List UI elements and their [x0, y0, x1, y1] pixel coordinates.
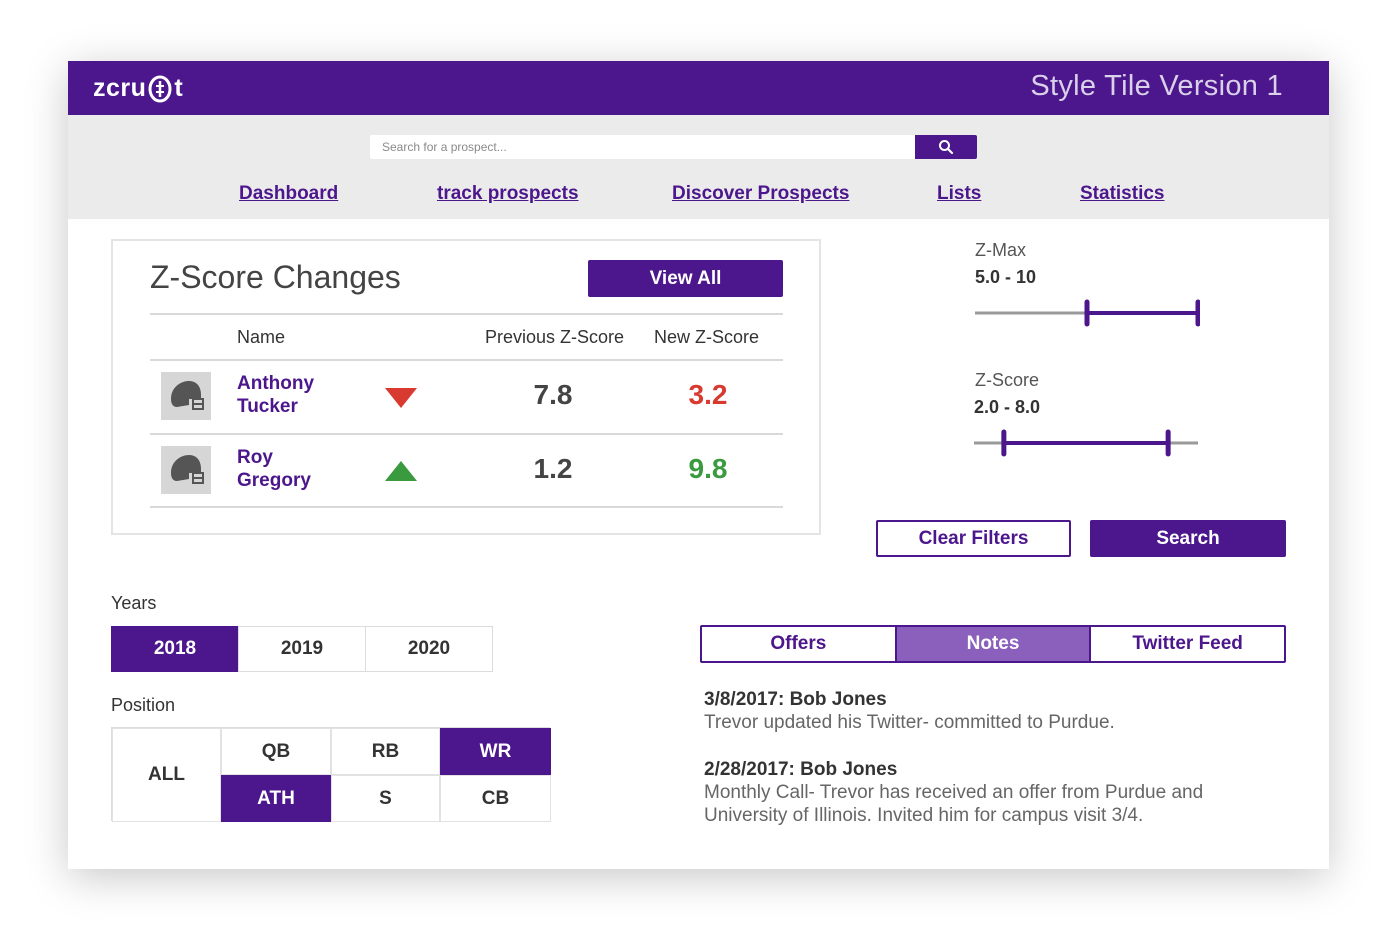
position-ath-button[interactable]: ATH	[221, 775, 331, 822]
note-item: 3/8/2017: Bob Jones Trevor updated his T…	[704, 688, 1264, 734]
trend-down-icon	[385, 388, 417, 408]
position-wr-button[interactable]: WR	[440, 728, 551, 775]
logo-text-start: zcru	[93, 74, 147, 102]
avatar	[161, 446, 211, 494]
app-window: zcru t Style Tile Version 1 Dashboard tr…	[68, 61, 1329, 869]
nav-track-prospects[interactable]: track prospects	[437, 183, 579, 204]
note-heading: 2/28/2017: Bob Jones	[704, 759, 898, 780]
nav-statistics[interactable]: Statistics	[1080, 183, 1165, 204]
position-all-button[interactable]: ALL	[112, 728, 221, 822]
previous-zscore: 1.2	[533, 453, 573, 484]
zmax-range: 5.0 - 10	[975, 267, 1037, 287]
zmax-label: Z-Max	[975, 240, 1026, 260]
position-rb-button[interactable]: RB	[331, 728, 440, 775]
position-selector: ALL QB RB WR ATH S CB	[111, 727, 551, 822]
first-name: Roy	[237, 447, 273, 468]
nav-discover-prospects[interactable]: Discover Prospects	[672, 183, 850, 204]
prospect-name-link[interactable]: Anthony Tucker	[237, 372, 357, 418]
note-heading: 3/8/2017: Bob Jones	[704, 689, 887, 710]
year-2018-button[interactable]: 2018	[111, 626, 239, 672]
avatar	[161, 372, 211, 420]
football-icon	[148, 75, 172, 102]
page-title: Style Tile Version 1	[1030, 70, 1283, 102]
column-header-name: Name	[237, 327, 286, 347]
position-s-button[interactable]: S	[331, 775, 440, 822]
search-input[interactable]	[370, 135, 915, 159]
tab-twitter-feed[interactable]: Twitter Feed	[1091, 627, 1285, 661]
nav-dashboard[interactable]: Dashboard	[239, 183, 339, 204]
divider	[150, 433, 783, 435]
nav-band: Dashboard track prospects Discover Prosp…	[68, 115, 1329, 219]
zmax-slider[interactable]	[974, 299, 1200, 327]
prospect-name-link[interactable]: Roy Gregory	[237, 446, 357, 492]
tab-notes[interactable]: Notes	[896, 627, 1092, 661]
search-icon	[939, 140, 954, 155]
card-title: Z-Score Changes	[150, 259, 401, 295]
logo[interactable]: zcru t	[93, 74, 183, 103]
search-button[interactable]	[915, 135, 977, 159]
year-2020-button[interactable]: 2020	[365, 626, 493, 672]
note-body: Trevor updated his Twitter- committed to…	[704, 712, 1115, 733]
tab-offers[interactable]: Offers	[702, 627, 897, 661]
divider	[150, 506, 783, 508]
view-all-button[interactable]: View All	[588, 260, 783, 297]
column-header-previous: Previous Z-Score	[485, 327, 625, 347]
zscore-changes-card: Z-Score Changes View All Name Previous Z…	[111, 239, 821, 535]
years-selector: 2018 2019 2020	[111, 626, 493, 672]
last-name: Tucker	[237, 396, 298, 417]
logo-text-end: t	[174, 74, 184, 102]
notes-tabs: Offers Notes Twitter Feed	[700, 625, 1286, 663]
divider	[150, 313, 783, 315]
zscore-range: 2.0 - 8.0	[974, 397, 1041, 417]
position-qb-button[interactable]: QB	[221, 728, 331, 775]
first-name: Anthony	[237, 373, 315, 394]
years-label: Years	[111, 593, 157, 613]
zscore-label: Z-Score	[975, 370, 1040, 390]
new-zscore: 3.2	[688, 379, 728, 410]
last-name: Gregory	[237, 470, 311, 491]
football-helmet-icon	[171, 455, 204, 484]
note-body-line-2: University of Illinois. Invited him for …	[704, 805, 1144, 826]
football-helmet-icon	[171, 381, 204, 410]
column-header-new: New Z-Score	[654, 327, 760, 347]
note-body-line-1: Monthly Call- Trevor has received an off…	[704, 782, 1204, 803]
position-cb-button[interactable]: CB	[440, 775, 551, 822]
divider	[150, 359, 783, 361]
note-item: 2/28/2017: Bob Jones Monthly Call- Trevo…	[704, 758, 1264, 827]
zscore-slider[interactable]	[973, 429, 1199, 457]
search-filters-button[interactable]: Search	[1090, 520, 1286, 557]
nav-lists[interactable]: Lists	[937, 183, 982, 204]
top-bar: zcru t Style Tile Version 1	[68, 61, 1329, 115]
previous-zscore: 7.8	[533, 379, 573, 410]
clear-filters-button[interactable]: Clear Filters	[876, 520, 1071, 557]
position-label: Position	[111, 695, 176, 715]
year-2019-button[interactable]: 2019	[238, 626, 366, 672]
new-zscore: 9.8	[688, 453, 728, 484]
trend-up-icon	[385, 461, 417, 481]
